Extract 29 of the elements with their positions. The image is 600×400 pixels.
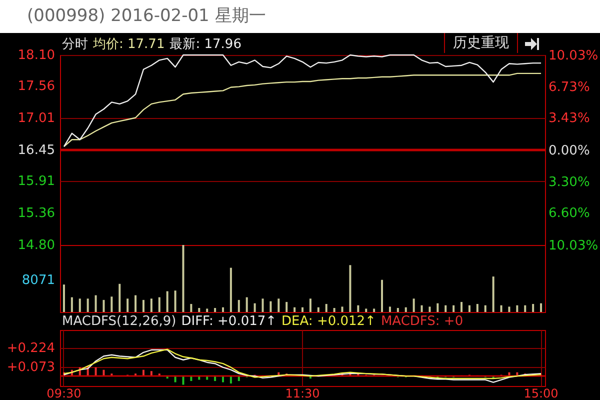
y2-tick-label: 0.00% <box>548 144 590 158</box>
button: 历史重现 <box>444 33 518 53</box>
x-tick-label: 09:30 <box>46 386 82 400</box>
chart-subtitle: MACDFS(12,26,9) <box>62 314 176 329</box>
series-label: DIFF: +0.017↑ <box>181 314 277 329</box>
y-tick-label: +0.224 <box>6 341 55 356</box>
y2-tick-label: 10.03% <box>548 238 598 254</box>
y-tick-label: 17.56 <box>18 79 55 94</box>
y2-tick-label: 6.60% <box>548 206 590 222</box>
y-tick-label: 14.80 <box>18 238 55 253</box>
y2-tick-label: 10.03% <box>548 48 598 64</box>
y2-tick-label: 3.43% <box>548 111 590 126</box>
chart-title: (000998) 2016-02-01 星期一 <box>27 5 266 28</box>
y-tick-label: 17.01 <box>18 110 55 126</box>
text: MACDFS: +0 <box>380 314 464 329</box>
text: 均价: 17.71 <box>93 37 165 52</box>
y2-tick-label: 6.73% <box>548 80 590 95</box>
y2-tick-label: 3.30% <box>548 174 590 190</box>
y-tick-label: 15.91 <box>18 174 55 190</box>
y-tick-label: +0.073 <box>6 360 55 375</box>
series-label: 最新: 17.96 <box>170 37 242 52</box>
chart-subtitle: 分时 <box>62 37 88 52</box>
text: DEA: +0.012↑ <box>282 314 376 329</box>
y-tick-label: 18.10 <box>18 48 55 63</box>
text: 8071 <box>22 273 55 288</box>
y-tick-label: 16.45 <box>18 143 55 158</box>
x-tick-label: 15:00 <box>524 386 558 400</box>
x-tick-label: 11:30 <box>285 386 320 400</box>
y-tick-label: 15.36 <box>18 206 55 221</box>
